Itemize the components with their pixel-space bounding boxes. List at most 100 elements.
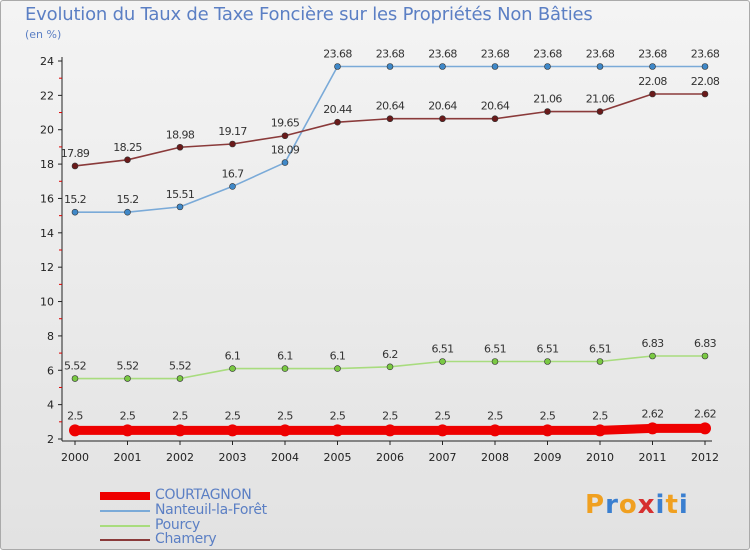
data-point — [384, 424, 396, 437]
legend-label-chamery: Chamery — [155, 531, 217, 547]
data-label: 23.68 — [533, 47, 562, 60]
data-point — [596, 63, 604, 70]
data-label: 15.51 — [166, 188, 195, 201]
data-point — [596, 358, 604, 365]
data-label: 23.68 — [638, 47, 667, 60]
y-tick-label: 22 — [40, 89, 54, 102]
legend-label-courtagnon: COURTAGNON — [155, 487, 252, 503]
legend-swatch-pourcy — [100, 525, 150, 527]
data-label: 2.5 — [435, 409, 451, 422]
data-point — [334, 365, 341, 372]
data-label: 2.5 — [120, 409, 136, 422]
data-point — [386, 363, 394, 371]
x-tick-label: 2012 — [691, 451, 719, 464]
data-point — [331, 424, 344, 437]
x-tick-label: 2006 — [376, 451, 404, 464]
data-label: 2.5 — [172, 409, 188, 422]
data-label: 2.5 — [540, 409, 556, 422]
data-point — [229, 183, 236, 190]
data-label: 6.51 — [536, 343, 558, 356]
data-label: 6.83 — [694, 337, 717, 350]
data-point — [541, 424, 554, 437]
data-label: 20.64 — [481, 100, 510, 113]
data-label: 2.5 — [225, 409, 241, 422]
data-point — [649, 352, 656, 360]
data-point — [71, 162, 79, 170]
data-label: 20.44 — [323, 103, 352, 116]
data-label: 6.2 — [382, 348, 398, 361]
data-point — [439, 63, 446, 70]
data-point — [489, 424, 501, 437]
data-label: 22.08 — [638, 75, 667, 88]
y-tick-label: 2 — [47, 433, 54, 446]
x-tick-label: 2002 — [166, 451, 194, 464]
logo-letter: i — [655, 490, 666, 520]
data-point — [491, 63, 499, 70]
logo-letter: x — [637, 490, 656, 520]
data-label: 21.06 — [586, 93, 615, 106]
data-point — [176, 143, 184, 151]
legend-swatch-courtagnon — [100, 492, 150, 500]
data-label: 2.5 — [592, 409, 608, 422]
data-label: 21.06 — [533, 93, 562, 106]
chart-title: Evolution du Taux de Taxe Foncière sur l… — [25, 4, 593, 25]
data-point — [596, 108, 604, 115]
data-label: 18.25 — [113, 141, 142, 154]
data-label: 6.1 — [277, 350, 293, 363]
data-point — [71, 375, 79, 382]
x-tick-label: 2003 — [219, 451, 247, 464]
data-point — [386, 115, 394, 123]
data-label: 22.08 — [691, 75, 720, 88]
data-label: 2.62 — [641, 407, 663, 420]
x-tick-label: 2008 — [481, 451, 509, 464]
y-tick-label: 8 — [47, 330, 54, 343]
proxiti-logo: Proxiti — [585, 490, 689, 520]
data-label: 23.68 — [586, 47, 615, 60]
data-point — [174, 424, 186, 437]
y-tick-label: 12 — [40, 261, 54, 274]
data-label: 19.17 — [218, 125, 247, 138]
data-label: 6.1 — [225, 350, 241, 363]
data-label: 23.68 — [481, 47, 510, 60]
data-point — [334, 63, 341, 70]
data-point — [649, 90, 656, 98]
x-tick-label: 2001 — [114, 451, 142, 464]
data-label: 6.51 — [484, 343, 506, 356]
data-point — [281, 132, 289, 140]
data-point — [226, 424, 239, 437]
data-point — [699, 422, 711, 435]
data-label: 5.52 — [169, 360, 191, 373]
y-tick-label: 4 — [47, 399, 54, 412]
logo-letter: o — [618, 490, 638, 520]
data-label: 20.64 — [428, 100, 457, 113]
legend-swatch-nanteuil — [100, 510, 150, 512]
data-label: 19.65 — [271, 117, 300, 130]
data-label: 6.51 — [431, 343, 453, 356]
logo-letter: r — [605, 490, 619, 520]
data-point — [491, 358, 499, 365]
data-point — [439, 358, 446, 365]
y-tick-label: 24 — [40, 55, 54, 68]
x-tick-label: 2011 — [639, 451, 667, 464]
data-label: 16.7 — [221, 167, 244, 180]
data-label: 23.68 — [691, 47, 720, 60]
data-label: 20.64 — [376, 100, 405, 113]
data-point — [229, 365, 236, 372]
data-point — [281, 365, 289, 372]
data-label: 15.2 — [64, 193, 86, 206]
legend-label-pourcy: Pourcy — [155, 517, 201, 533]
logo-letter: t — [665, 490, 679, 520]
data-point — [491, 115, 499, 123]
data-point — [701, 90, 709, 98]
data-point — [124, 208, 131, 216]
data-label: 2.5 — [277, 409, 293, 422]
data-point — [544, 108, 551, 115]
data-point — [544, 358, 551, 365]
data-point — [436, 424, 449, 437]
data-point — [701, 352, 709, 360]
data-point — [701, 63, 709, 70]
legend-swatch-chamery — [100, 539, 150, 541]
data-point — [281, 159, 289, 166]
x-tick-label: 2009 — [534, 451, 562, 464]
